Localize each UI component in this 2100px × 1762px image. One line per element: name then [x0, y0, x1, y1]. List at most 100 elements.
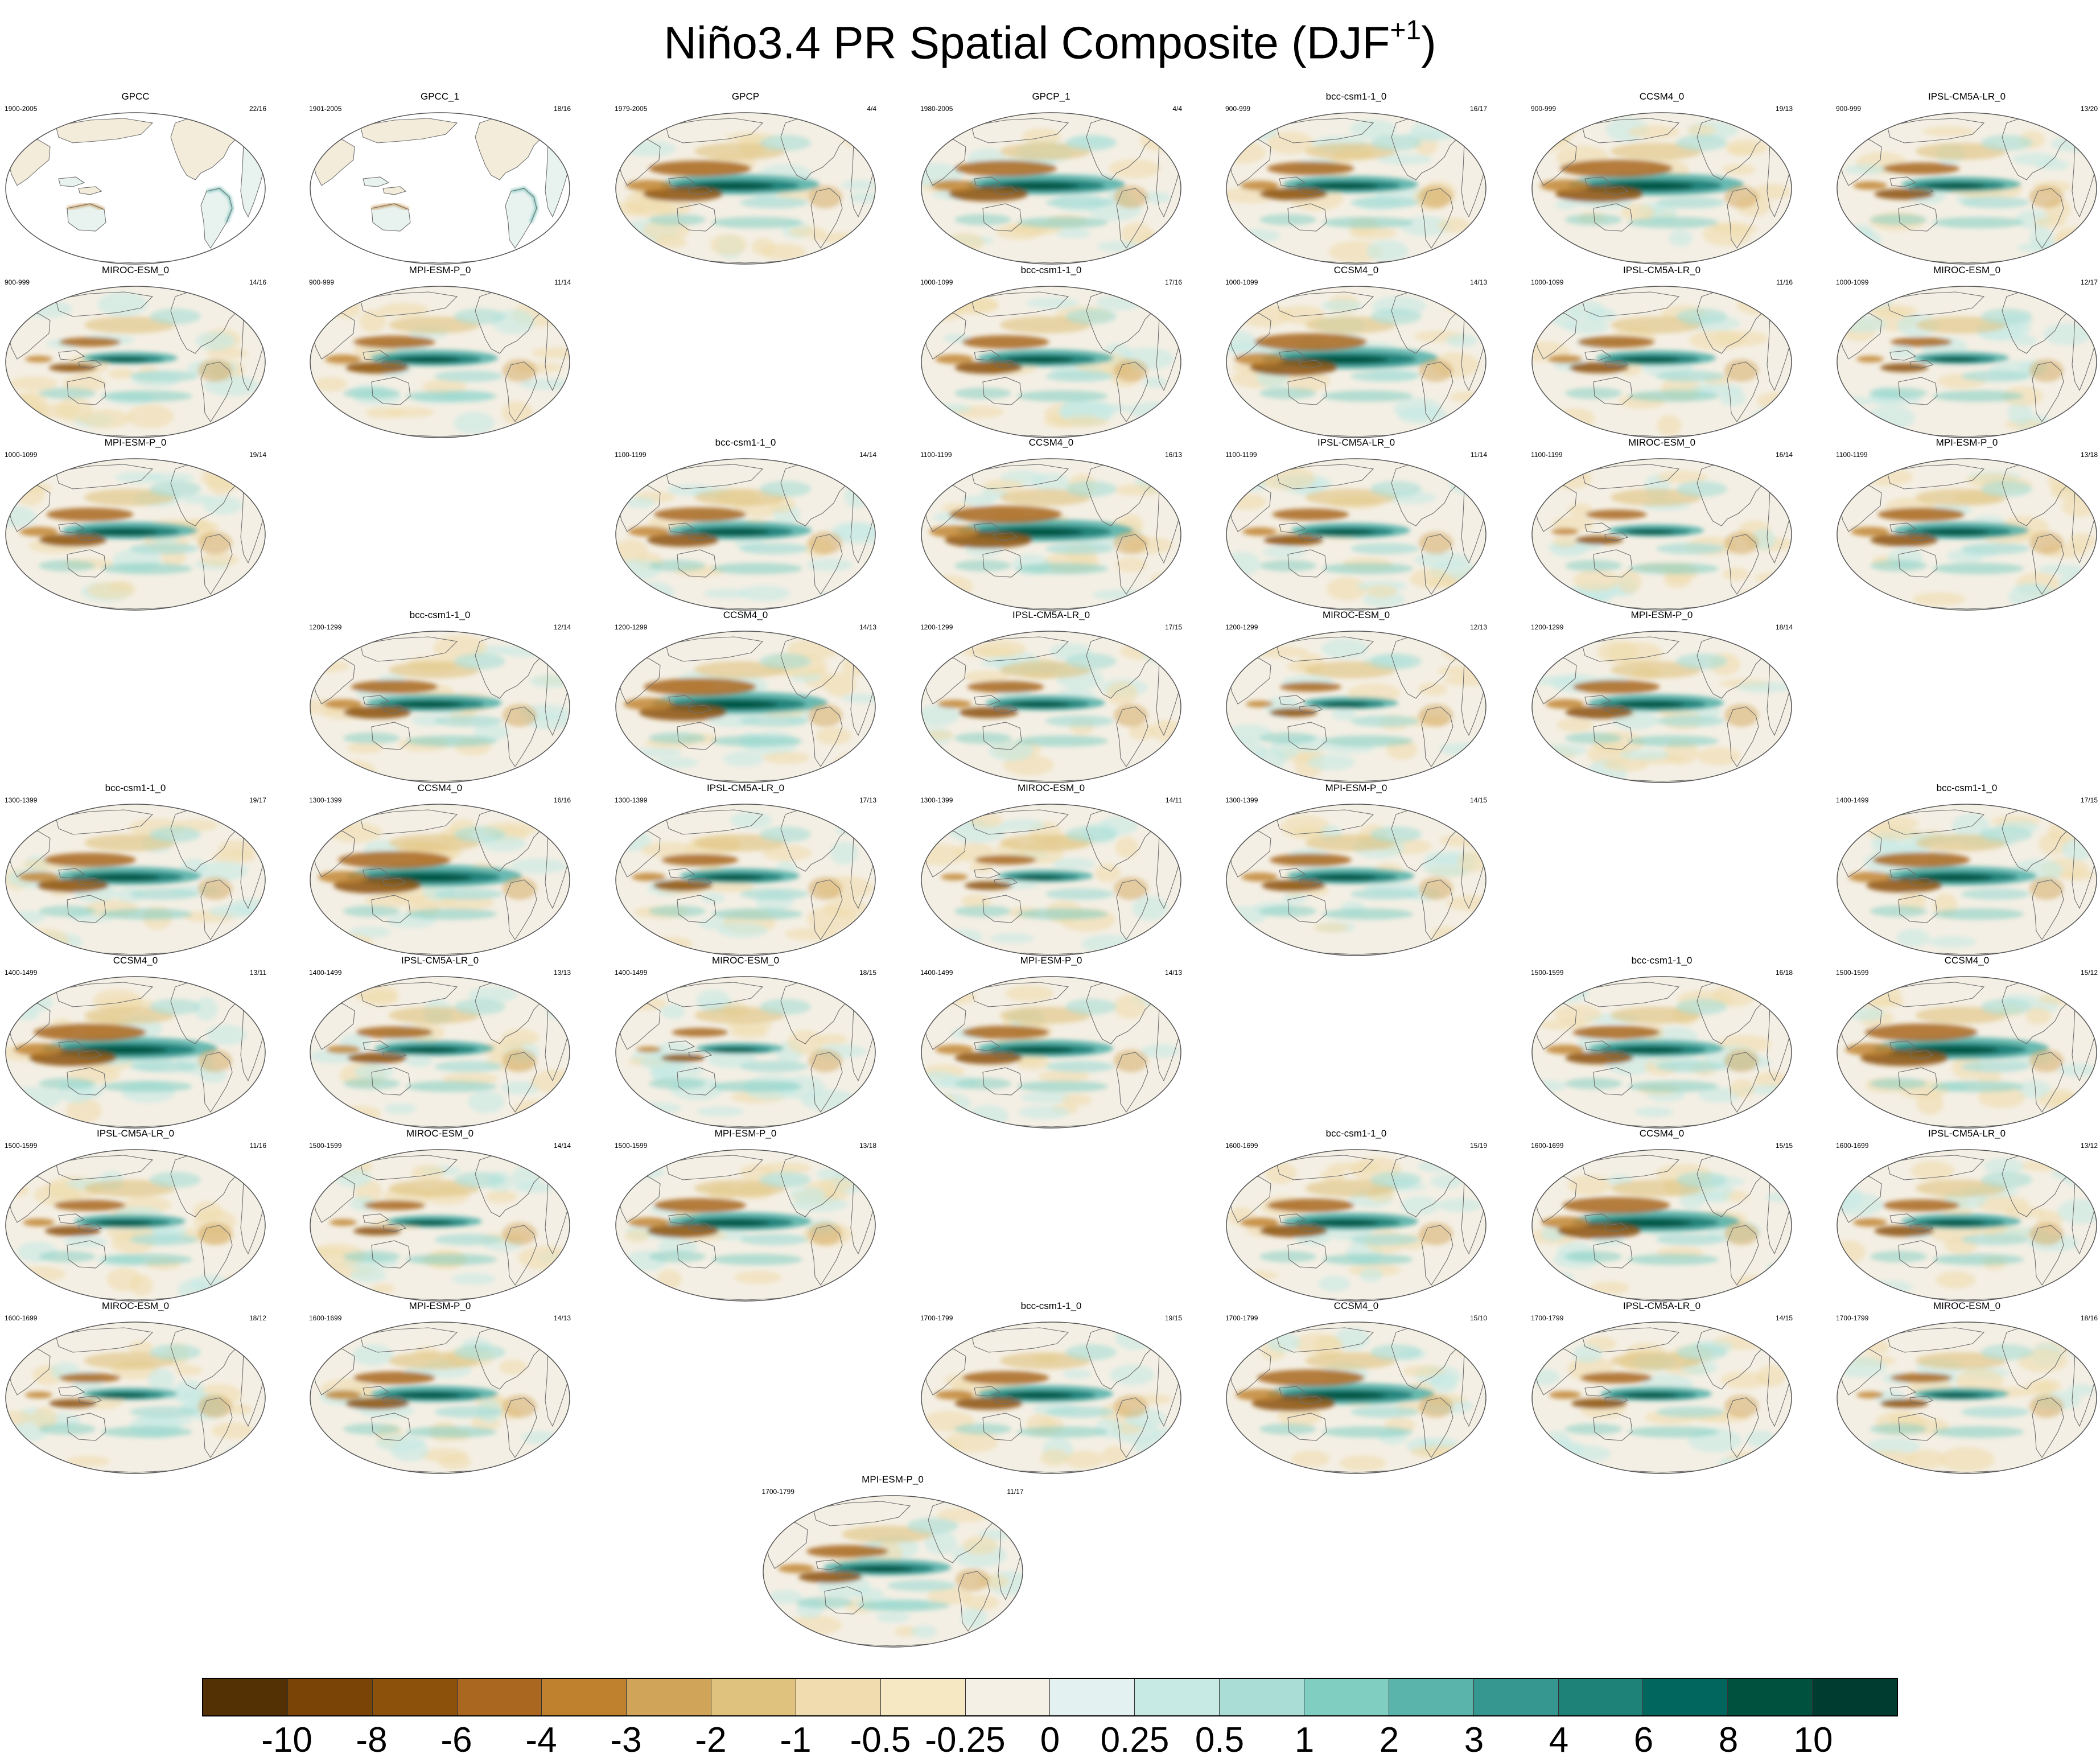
map-panel: MPI-ESM-P_0 900-999 11/14: [309, 265, 571, 438]
panel-event-count: 16/14: [1775, 451, 1793, 459]
panel-year-range: 1700-1799: [1531, 1314, 1564, 1322]
panel-year-range: 1500-1599: [5, 1142, 38, 1150]
panel-title: CCSM4_0: [1028, 437, 1074, 448]
panel-year-range: 1600-1699: [309, 1314, 342, 1322]
panel-event-count: 14/13: [1469, 278, 1487, 286]
panel-title: bcc-csm1-1_0: [1631, 955, 1693, 966]
colorbar-swatch: [1389, 1679, 1474, 1715]
globe-map: [5, 976, 266, 1129]
colorbar-tick-label: 0: [1040, 1720, 1060, 1760]
colorbar-swatch: [1050, 1679, 1135, 1715]
colorbar-tick-label: -0.25: [925, 1720, 1006, 1760]
panel-event-count: 16/16: [553, 796, 571, 804]
colorbar-swatch: [203, 1679, 288, 1715]
panel-event-count: 13/18: [2080, 451, 2098, 459]
map-panel: MIROC-ESM_0 1100-1199 16/14: [1531, 437, 1793, 611]
colorbar-swatch: [1558, 1679, 1644, 1715]
panel-year-range: 1900-2005: [5, 105, 38, 113]
globe-map: [921, 804, 1181, 956]
panel-title: MPI-ESM-P_0: [1630, 610, 1693, 620]
panel-year-range: 1700-1799: [761, 1488, 794, 1496]
panel-event-count: 17/13: [859, 796, 876, 804]
panel-year-range: 1400-1499: [1836, 796, 1869, 804]
panel-event-count: 18/14: [1775, 623, 1793, 631]
map-panel: CCSM4_0 1200-1299 14/13: [615, 610, 876, 783]
panel-title: GPCC: [121, 91, 150, 102]
map-panel: bcc-csm1-1_0 900-999 16/17: [1225, 91, 1487, 265]
globe-map: [1226, 1149, 1487, 1302]
colorbar-tick-label: 6: [1633, 1720, 1654, 1760]
map-panel: bcc-csm1-1_0 1500-1599 16/18: [1531, 955, 1793, 1129]
globe-map: [921, 1322, 1181, 1474]
panel-event-count: 19/15: [1164, 1314, 1182, 1322]
panel-title: MIROC-ESM_0: [101, 265, 170, 275]
panel-year-range: 900-999: [1531, 105, 1557, 113]
map-panel: bcc-csm1-1_0 1100-1199 14/14: [615, 437, 876, 611]
panel-title: IPSL-CM5A-LR_0: [1928, 91, 2006, 102]
panel-title: MIROC-ESM_0: [1322, 610, 1390, 620]
colorbar-swatch: [1220, 1679, 1304, 1715]
globe-map: [310, 1322, 570, 1474]
panel-title: GPCP: [731, 91, 760, 102]
panel-year-range: 1200-1299: [920, 623, 953, 631]
panel-event-count: 16/17: [1469, 105, 1487, 113]
globe-map: [615, 112, 876, 265]
panel-year-range: 1300-1399: [5, 796, 38, 804]
globe-map: [1531, 1149, 1792, 1302]
colorbar-swatch: [1304, 1679, 1389, 1715]
panel-event-count: 12/14: [553, 623, 571, 631]
globe-map: [1226, 112, 1487, 265]
colorbar-swatch: [711, 1679, 796, 1715]
globe-map: [1531, 112, 1792, 265]
panel-event-count: 19/13: [1775, 105, 1793, 113]
panel-title: bcc-csm1-1_0: [1020, 265, 1082, 275]
panel-year-range: 1700-1799: [1836, 1314, 1869, 1322]
panel-event-count: 12/13: [1469, 623, 1487, 631]
globe-map: [1531, 1322, 1792, 1474]
colorbar-swatch: [372, 1679, 458, 1715]
map-panel: IPSL-CM5A-LR_0 1100-1199 11/14: [1225, 437, 1487, 611]
panel-event-count: 16/18: [1775, 969, 1793, 977]
panel-event-count: 15/19: [1469, 1142, 1487, 1150]
panel-year-range: 1400-1499: [920, 969, 953, 977]
globe-map: [921, 286, 1181, 438]
globe-map: [5, 286, 266, 438]
panel-event-count: 13/12: [2080, 1142, 2098, 1150]
globe-map: [1837, 286, 2097, 438]
panel-event-count: 14/13: [859, 623, 876, 631]
panel-event-count: 11/14: [1470, 451, 1487, 459]
globe-map: [5, 458, 266, 611]
map-panel: CCSM4_0 1600-1699 15/15: [1531, 1128, 1793, 1302]
panel-year-range: 1000-1099: [1225, 278, 1258, 286]
panel-year-range: 1700-1799: [920, 1314, 953, 1322]
panel-event-count: 14/15: [1469, 796, 1487, 804]
panel-event-count: 14/14: [859, 451, 876, 459]
panel-title: MIROC-ESM_0: [1628, 437, 1696, 448]
colorbar-swatch: [796, 1679, 881, 1715]
panel-event-count: 15/10: [1469, 1314, 1487, 1322]
panel-title: MPI-ESM-P_0: [862, 1474, 924, 1485]
panel-year-range: 1500-1599: [1836, 969, 1869, 977]
map-panel: MPI-ESM-P_0 1100-1199 13/18: [1836, 437, 2098, 611]
panel-event-count: 4/4: [867, 105, 876, 113]
panel-title: IPSL-CM5A-LR_0: [1623, 1300, 1701, 1311]
panel-year-range: 900-999: [1836, 105, 1862, 113]
panel-title: CCSM4_0: [1639, 91, 1685, 102]
panel-title: bcc-csm1-1_0: [105, 783, 166, 793]
panel-year-range: 1600-1699: [1225, 1142, 1258, 1150]
panel-event-count: 17/15: [1164, 623, 1182, 631]
colorbar-swatch: [287, 1679, 373, 1715]
panel-title: CCSM4_0: [1333, 1300, 1379, 1311]
panel-event-count: 15/12: [2080, 969, 2098, 977]
map-panel: GPCP_1 1980-2005 4/4: [920, 91, 1182, 265]
panel-title: bcc-csm1-1_0: [1325, 91, 1387, 102]
map-panel: MIROC-ESM_0 900-999 14/16: [5, 265, 266, 438]
panel-year-range: 1600-1699: [5, 1314, 38, 1322]
panel-year-range: 1300-1399: [920, 796, 953, 804]
globe-map: [310, 1149, 570, 1302]
colorbar-tick-label: 1: [1294, 1720, 1315, 1760]
map-panel: bcc-csm1-1_0 1200-1299 12/14: [309, 610, 571, 783]
colorbar-tick-label: -3: [610, 1720, 642, 1760]
globe-map: [310, 976, 570, 1129]
panel-event-count: 14/13: [1164, 969, 1182, 977]
